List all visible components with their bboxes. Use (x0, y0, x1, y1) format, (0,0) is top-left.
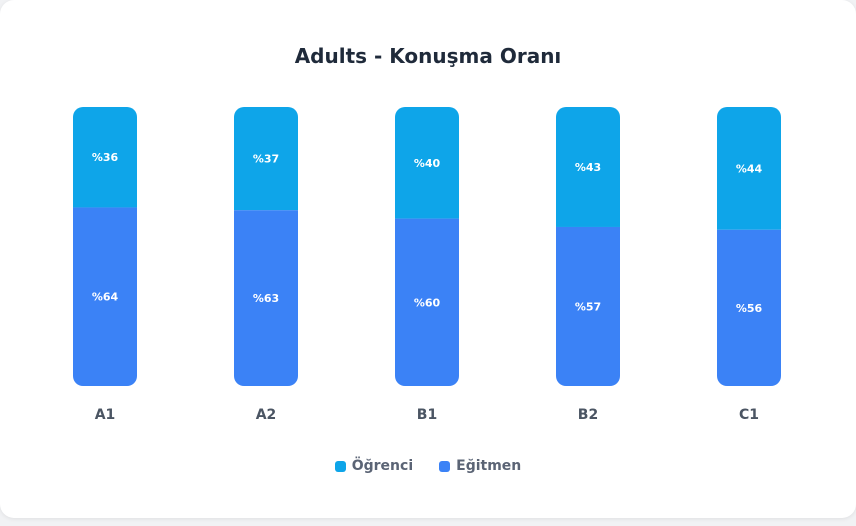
x-tick-label-a2: A2 (256, 407, 277, 423)
data-label-ogrenci-a1: %36 (92, 151, 119, 164)
bar-ogrenci-c1[interactable] (717, 107, 781, 230)
legend-item-ogrenci[interactable]: Öğrenci (334, 458, 414, 474)
x-tick-label-a1: A1 (95, 407, 116, 423)
legend-item-egitmen[interactable]: Eğitmen (439, 458, 521, 474)
chart-legend: Öğrenci Eğitmen (0, 458, 856, 474)
legend-label-egitmen: Eğitmen (456, 458, 522, 474)
bar-egitmen-c1[interactable] (717, 229, 781, 386)
bar-egitmen-b1[interactable] (395, 218, 459, 386)
legend-swatch-ogrenci (334, 460, 346, 472)
x-tick-label-b2: B2 (578, 407, 598, 423)
data-label-ogrenci-a2: %37 (253, 153, 279, 166)
data-label-ogrenci-b2: %43 (575, 161, 601, 174)
bar-group-c1[interactable] (717, 107, 781, 386)
bar-ogrenci-b2[interactable] (556, 107, 620, 227)
x-tick-label-b1: B1 (417, 407, 437, 423)
bar-egitmen-b2[interactable] (556, 226, 620, 386)
data-label-egitmen-a2: %63 (253, 292, 279, 305)
bar-egitmen-a2[interactable] (234, 210, 298, 386)
data-label-ogrenci-c1: %44 (736, 162, 763, 175)
data-label-egitmen-b1: %60 (414, 296, 441, 309)
legend-swatch-egitmen (439, 460, 451, 472)
data-label-egitmen-b2: %57 (575, 300, 601, 313)
bar-ogrenci-a2[interactable] (234, 107, 298, 211)
bar-ogrenci-b1[interactable] (395, 107, 459, 219)
bar-group-b1[interactable] (395, 107, 459, 386)
bar-group-a2[interactable] (234, 107, 298, 386)
data-label-ogrenci-b1: %40 (414, 157, 441, 170)
bar-group-b2[interactable] (556, 107, 620, 386)
data-label-egitmen-c1: %56 (736, 302, 763, 315)
chart-title: Adults - Konuşma Oranı (294, 44, 562, 68)
x-tick-label-c1: C1 (739, 407, 759, 423)
stacked-bar-chart: %36 %64 A1 %37 %63 A2 %40 %60 B1 %43 %57 B2 %44 %56 C1 (73, 107, 781, 423)
bar-ogrenci-a1[interactable] (73, 107, 137, 208)
bar-group-a1[interactable] (73, 107, 137, 386)
legend-label-ogrenci: Öğrenci (351, 458, 414, 474)
data-label-egitmen-a1: %64 (92, 291, 119, 304)
bar-egitmen-a1[interactable] (73, 207, 137, 386)
